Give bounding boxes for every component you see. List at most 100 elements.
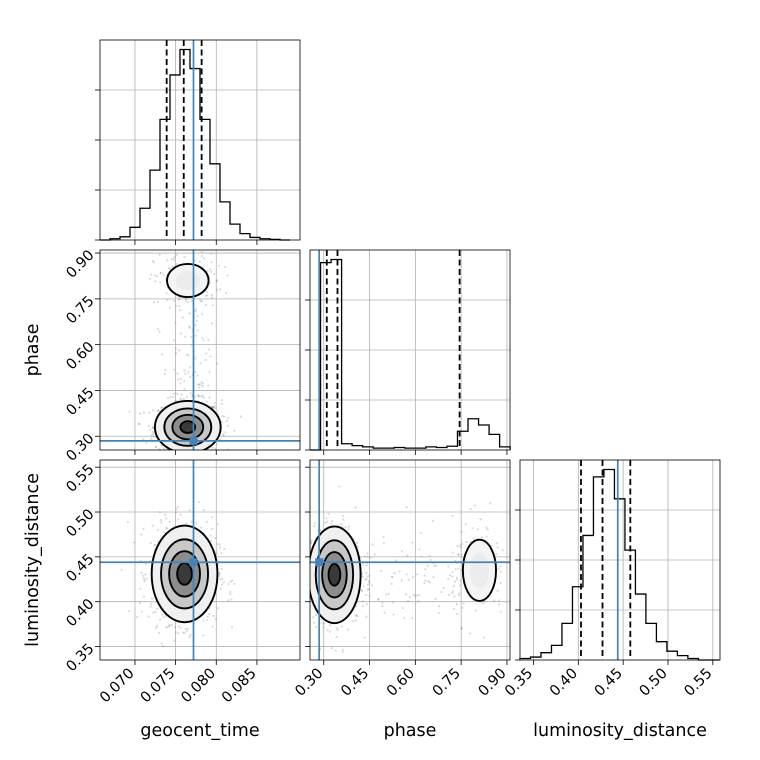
joint-content [100, 460, 300, 660]
sample-point [152, 301, 156, 304]
sample-point [151, 425, 154, 428]
sample-point [408, 596, 411, 599]
sample-point [150, 273, 153, 276]
sample-point [170, 257, 173, 261]
sample-point [172, 339, 176, 342]
sample-point [211, 405, 215, 409]
sample-point [354, 619, 357, 622]
sample-point [179, 377, 183, 381]
x-tick-label-phase-4: 0.90 [476, 666, 510, 700]
sample-point [322, 626, 325, 629]
sample-point [184, 298, 187, 301]
sample-point [201, 382, 205, 385]
sample-point [214, 406, 217, 410]
y-tick-label-luminosity-distance-2: 0.45 [64, 551, 98, 585]
sample-point [211, 625, 214, 628]
sample-point [453, 559, 457, 562]
sample-point [498, 603, 501, 606]
sample-point [205, 352, 208, 355]
sample-point [174, 511, 178, 514]
sample-point [156, 275, 159, 278]
sample-point [189, 633, 192, 636]
sample-point [206, 270, 209, 273]
sample-point [218, 572, 221, 575]
sample-point [313, 522, 316, 525]
sample-point [214, 617, 218, 620]
sample-point [347, 525, 350, 528]
sample-point [153, 451, 155, 453]
sample-point [368, 594, 371, 597]
sample-point [143, 578, 146, 581]
panel-frame-phase [309, 249, 511, 451]
sample-point [448, 574, 452, 577]
sample-point [460, 553, 463, 556]
sample-point [172, 300, 176, 303]
sample-point [307, 614, 309, 616]
sample-point [138, 412, 142, 415]
sample-point [361, 600, 364, 603]
sample-point [210, 252, 213, 255]
sample-point [223, 547, 226, 551]
sample-point [154, 274, 157, 277]
sample-point [365, 593, 368, 597]
sample-point [196, 374, 199, 377]
sample-point [414, 594, 417, 598]
sample-point [307, 596, 309, 598]
joint-content [100, 250, 300, 466]
sample-point [175, 253, 178, 257]
sample-point [370, 584, 374, 587]
sample-point [417, 600, 420, 603]
sample-point [347, 528, 350, 531]
sample-point [496, 589, 499, 592]
y-tick-label-phase-3: 0.75 [64, 293, 98, 327]
sample-point [405, 506, 408, 509]
sample-point [159, 454, 161, 456]
sample-point [207, 348, 211, 351]
sample-point [174, 347, 178, 350]
sample-point [166, 626, 169, 629]
sample-point [165, 517, 168, 520]
density-level-1-1 [469, 552, 490, 589]
sample-point [175, 508, 178, 511]
x-tick-label-phase-0: 0.30 [292, 666, 326, 700]
sample-point [330, 519, 334, 523]
sample-point [194, 370, 197, 374]
sample-point [324, 521, 327, 524]
sample-point [356, 545, 359, 548]
truth-marker [315, 558, 324, 567]
sample-point [133, 541, 136, 544]
sample-point [479, 517, 482, 521]
sample-point [216, 542, 219, 546]
contour-0-2 [171, 413, 205, 441]
sample-point [162, 616, 165, 619]
sample-point [326, 628, 329, 632]
sample-point [365, 571, 368, 574]
sample-point [169, 457, 171, 459]
sample-point [184, 464, 186, 466]
sample-point [213, 405, 216, 408]
histogram-luminosity-distance [519, 468, 720, 661]
sample-point [160, 444, 163, 447]
sample-point [495, 552, 498, 556]
sample-point [200, 395, 203, 398]
sample-point [226, 424, 229, 427]
sample-point [178, 296, 181, 299]
sample-point [173, 256, 176, 259]
density-level-0-3 [177, 563, 192, 585]
sample-point [180, 461, 182, 463]
sample-point [174, 321, 177, 325]
sample-point [209, 270, 213, 273]
sample-point [185, 353, 189, 356]
sample-point [366, 552, 369, 555]
sample-point [142, 595, 145, 598]
sample-point [454, 568, 457, 571]
sample-point [227, 583, 230, 586]
sample-point [222, 433, 225, 436]
sample-point [196, 383, 199, 386]
sample-point [471, 527, 474, 530]
panel-frame-geocent-time [99, 39, 301, 241]
sample-point [142, 577, 146, 580]
sample-point [437, 605, 441, 608]
sample-point [202, 396, 205, 399]
sample-point [155, 624, 159, 627]
